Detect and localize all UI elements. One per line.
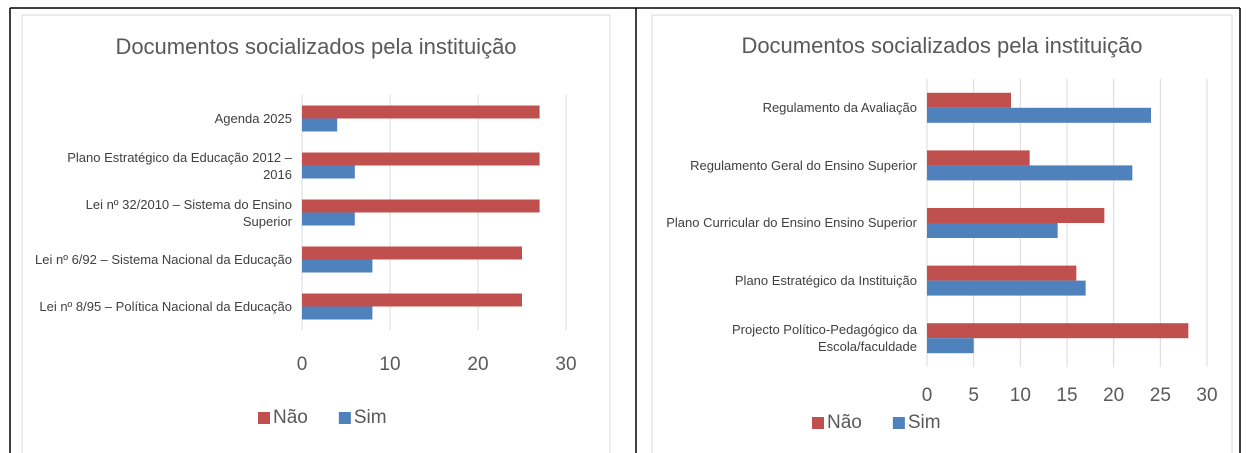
legend-swatch (258, 412, 270, 424)
category-label: Projecto Político-Pedagógico da Escola/f… (731, 322, 917, 355)
category-label: Lei nº 6/92 – Sistema Nacional da Educaç… (35, 252, 292, 267)
legend-swatch (338, 412, 351, 424)
bar (927, 338, 974, 354)
bar (927, 150, 1030, 166)
bar (302, 105, 540, 119)
legend-label: Não (827, 412, 862, 433)
x-tick-label: 25 (1150, 385, 1171, 406)
bar (927, 280, 1086, 296)
bar (302, 306, 373, 320)
bar (302, 152, 540, 166)
x-tick-label: 30 (1196, 385, 1217, 406)
bar (927, 107, 1151, 123)
x-tick-label: 10 (1010, 385, 1031, 406)
bar (927, 165, 1133, 181)
x-tick-label: 10 (379, 354, 400, 375)
legend-label: Sim (354, 407, 387, 428)
category-label: Plano Estratégico da Educação 2012 – 201… (67, 149, 292, 182)
bar (302, 199, 540, 213)
bar (927, 92, 1011, 108)
legend-label: Sim (908, 412, 941, 433)
y-tick-label: Lei nº 8/95 – Política Nacional da Educa… (39, 299, 292, 314)
bar (302, 212, 355, 226)
x-tick-label: 30 (555, 354, 576, 375)
y-tick-label: Plano Curricular do Ensino Ensino Superi… (666, 215, 917, 231)
x-tick-label: 5 (968, 385, 979, 406)
legend-label: Não (273, 407, 308, 428)
bar (927, 265, 1077, 281)
bar (927, 208, 1105, 223)
category-label: Regulamento Geral do Ensino Superior (690, 157, 917, 173)
legend-swatch (812, 417, 824, 429)
y-tick-label: Agenda 2025 (214, 111, 292, 126)
y-tick-label: Lei nº 32/2010 – Sistema do Ensino Super… (85, 196, 292, 229)
x-tick-label: 20 (467, 354, 488, 375)
category-label: Lei nº 8/95 – Política Nacional da Educa… (39, 299, 292, 314)
y-tick-label: Lei nº 6/92 – Sistema Nacional da Educaç… (35, 252, 292, 267)
x-tick-label: 15 (1056, 385, 1077, 406)
chart-title: Documentos socializados pela instituição (115, 34, 516, 59)
category-label: Lei nº 32/2010 – Sistema do Ensino Super… (85, 196, 292, 229)
y-tick-label: Regulamento Geral do Ensino Superior (690, 157, 917, 173)
x-tick-label: 0 (297, 354, 308, 375)
bar (302, 118, 338, 132)
category-label: Regulamento da Avaliação (762, 100, 917, 116)
x-tick-label: 20 (1103, 385, 1124, 406)
category-label: Plano Estratégico da Instituição (734, 273, 917, 289)
chart-frame (651, 14, 1233, 453)
bar (302, 259, 373, 273)
legend-swatch (892, 417, 905, 429)
category-label: Agenda 2025 (214, 111, 292, 126)
chart-frame (21, 14, 611, 453)
y-tick-label: Projecto Político-Pedagógico da Escola/f… (731, 322, 917, 355)
y-tick-label: Plano Estratégico da Educação 2012 – 201… (67, 149, 292, 182)
bar (927, 323, 1189, 339)
y-tick-label: Plano Estratégico da Instituição (734, 273, 917, 289)
chart-title: Documentos socializados pela instituição (741, 33, 1142, 58)
x-tick-label: 0 (922, 385, 933, 406)
y-tick-label: Regulamento da Avaliação (762, 100, 917, 116)
bar (927, 223, 1058, 238)
bar (302, 165, 355, 179)
bar (302, 246, 522, 260)
category-label: Plano Curricular do Ensino Ensino Superi… (666, 215, 917, 231)
bar (302, 293, 522, 307)
